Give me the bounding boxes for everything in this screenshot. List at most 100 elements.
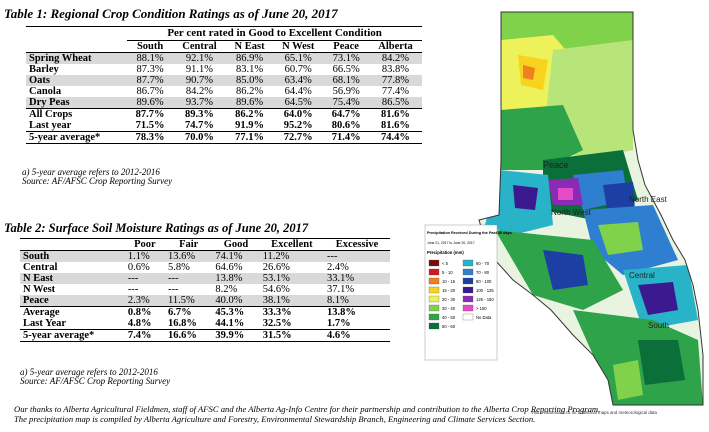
legend-swatch — [462, 259, 474, 267]
table-cell: --- — [124, 273, 166, 284]
table-cell: 33.3% — [262, 307, 292, 318]
legend-label: 20 - 30 — [442, 297, 456, 302]
table-cell: 31.5% — [262, 330, 292, 341]
col-header: Alberta — [378, 41, 413, 52]
legend-label: < 5 — [442, 261, 449, 266]
legend-label: 30 - 40 — [442, 306, 456, 311]
table-cell: 68.1% — [323, 75, 369, 86]
table-cell: 71.4% — [331, 132, 361, 143]
col-header: Central — [182, 41, 217, 52]
legend-swatch — [428, 277, 440, 285]
table-cell: 6.7% — [168, 307, 192, 318]
row-label: Central — [23, 262, 58, 273]
table-cell: 85.0% — [225, 75, 274, 86]
row-label: N West — [23, 284, 56, 295]
table-cell: 11.5% — [165, 295, 213, 307]
table-cell: --- — [127, 284, 139, 295]
legend-dates: June 21, 2017 to June 20, 2017 — [427, 241, 475, 245]
table-cell: 87.3% — [136, 64, 164, 75]
col-header: Excessive — [335, 239, 379, 250]
legend-swatch — [428, 286, 440, 294]
table-cell: 64.5% — [273, 97, 324, 109]
table-cell: 1.7% — [327, 318, 351, 329]
map-footer: Visit weatherdata.ca for additional maps… — [531, 410, 657, 415]
table-cell: --- — [324, 250, 390, 262]
table-row: Average 0.8% 6.7% 45.3% 33.3% 13.8% — [20, 306, 390, 319]
legend-swatch — [428, 322, 440, 330]
table-cell: 16.6% — [168, 330, 197, 341]
table-cell: 0.6% — [127, 262, 150, 273]
table-cell: 63.4% — [273, 75, 324, 86]
table-cell: 66.5% — [332, 64, 360, 75]
table-cell: 53.1% — [259, 273, 325, 284]
table-cell: 86.9% — [225, 52, 274, 64]
table-cell: 86.2% — [236, 86, 264, 97]
col-header: Peace — [333, 41, 359, 52]
table-cell: 91.1% — [185, 64, 214, 75]
map-label-north-east: North East — [629, 195, 668, 204]
table-row: Last Year 4.8% 16.8% 44.1% 32.5% 1.7% — [20, 318, 390, 330]
acknowledgement: Our thanks to Alberta Agricultural Field… — [14, 404, 601, 414]
table-cell: 89.6% — [127, 97, 173, 109]
table-row: N West --- --- 8.2% 54.6% 37.1% — [20, 284, 390, 295]
table-cell: 72.7% — [283, 132, 313, 143]
table-cell: 2.3% — [124, 295, 166, 307]
table-cell: --- — [168, 284, 179, 295]
legend-swatch — [428, 259, 440, 267]
row-label: 5-year average* — [23, 330, 95, 341]
col-header: Good — [223, 239, 249, 250]
table-cell: 84.2% — [185, 86, 214, 97]
table-cell: 81.6% — [381, 109, 410, 120]
col-header: N West — [282, 41, 315, 52]
legend-label: 125 - 150 — [476, 297, 494, 302]
table-cell: 1.1% — [124, 250, 166, 262]
row-label: Spring Wheat — [26, 52, 128, 64]
table-cell: 39.9% — [215, 330, 245, 341]
table-cell: 60.7% — [284, 64, 312, 75]
legend-swatch — [428, 268, 440, 276]
table-cell: 74.7% — [185, 120, 214, 131]
table-cell: 93.7% — [172, 97, 226, 109]
table-cell: 74.1% — [212, 250, 260, 262]
table-cell: 0.8% — [127, 307, 152, 318]
legend-label: 50 - 60 — [442, 324, 456, 329]
table-cell: 56.9% — [332, 86, 360, 97]
table-cell: 70.0% — [185, 132, 214, 143]
table-cell: 89.6% — [225, 97, 274, 109]
row-label: Barley — [29, 64, 59, 75]
row-label: Last year — [29, 120, 72, 131]
table-cell: 8.1% — [324, 295, 390, 307]
table-cell: 74.4% — [381, 132, 410, 143]
table-cell: 77.8% — [368, 75, 422, 86]
legend-swatch — [462, 304, 474, 312]
legend-label: 60 - 70 — [476, 261, 490, 266]
table-cell: 71.5% — [135, 120, 165, 131]
table-cell: 73.1% — [323, 52, 369, 64]
table-row: Spring Wheat 88.1% 92.1% 86.9% 65.1% 73.1% 84.… — [26, 52, 422, 64]
map-label-south: South — [648, 321, 669, 330]
table-cell: 78.3% — [135, 132, 165, 143]
legend-label: 40 - 50 — [442, 315, 456, 320]
row-label: Average — [23, 307, 60, 318]
table-cell: 44.1% — [215, 318, 245, 329]
table1-footnote: a) 5-year average refers to 2012-2016 — [22, 167, 160, 177]
table-cell: 91.9% — [235, 120, 265, 131]
table-cell: 54.6% — [262, 284, 290, 295]
table-cell: 13.8% — [327, 307, 356, 318]
table-row: 5-year average* 78.3% 70.0% 77.1% 72.7% 71.4%… — [26, 131, 422, 144]
table-cell: 33.1% — [324, 273, 390, 284]
map-label-peace: Peace — [543, 160, 569, 170]
table-cell: 64.6% — [215, 262, 243, 273]
table-cell: 88.1% — [127, 52, 173, 64]
table-cell: 11.2% — [259, 250, 325, 262]
table-cell: 77.1% — [235, 132, 265, 143]
row-label: Peace — [20, 295, 125, 307]
row-label: All Crops — [29, 109, 73, 120]
crop-condition-table: Per cent rated in Good to Excellent Cond… — [26, 26, 422, 144]
precipitation-map: Peace North West North East Central Sout… — [423, 10, 706, 418]
legend-swatch — [428, 295, 440, 303]
table-cell: 40.0% — [212, 295, 260, 307]
row-label: South — [20, 250, 125, 262]
table-cell: 77.4% — [381, 86, 410, 97]
table-cell: 81.6% — [381, 120, 410, 131]
